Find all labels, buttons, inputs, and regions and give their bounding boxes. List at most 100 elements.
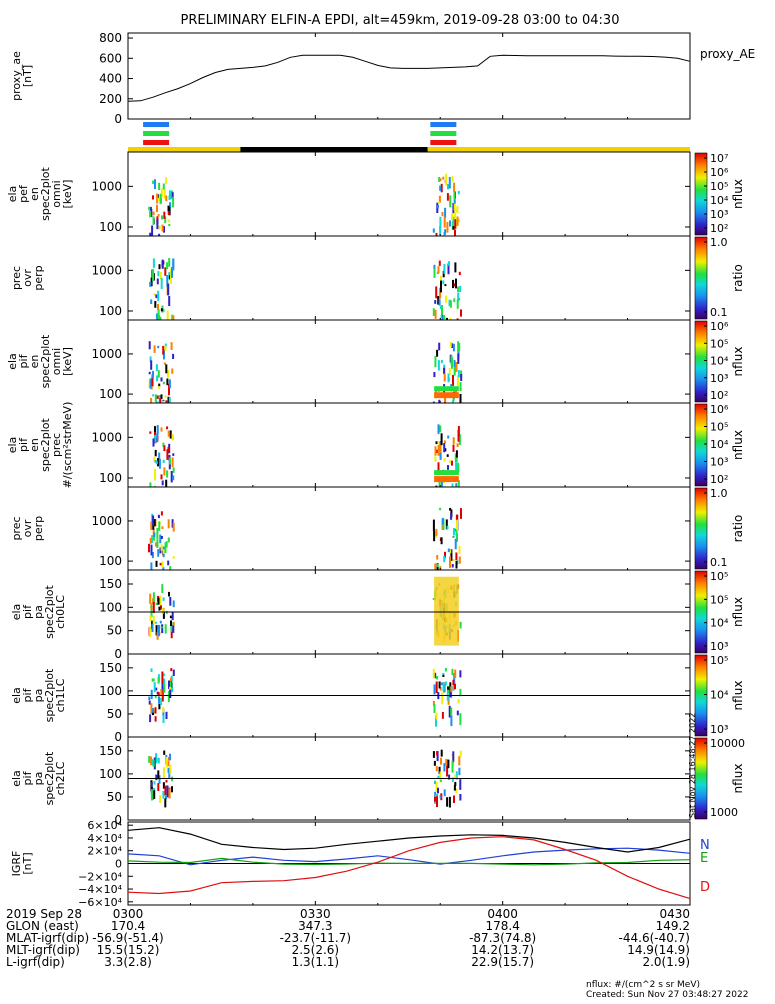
y-tick-label: 1000 (91, 263, 122, 277)
spectrogram-cell (446, 222, 448, 233)
spectrogram-cell (436, 555, 438, 560)
spectrogram-cell (449, 797, 451, 808)
spectrogram-cell (158, 598, 160, 605)
spectrogram-cell (445, 668, 447, 672)
spectrogram-cell (443, 556, 445, 562)
spectrogram-cell (438, 445, 440, 456)
spectrogram-band (434, 577, 459, 646)
spectrogram-cell (166, 712, 168, 719)
spectrogram-cell (167, 561, 169, 566)
y-tick-label: 6×10⁴ (87, 819, 122, 832)
spectrogram-cell (443, 264, 445, 274)
science-bar-green (143, 131, 169, 136)
science-bar-red (430, 140, 456, 145)
spectrogram-cell (158, 607, 160, 611)
spectrogram-cell (453, 183, 455, 193)
spectrogram-cell (434, 356, 436, 367)
spectrogram-cell (157, 770, 159, 779)
y-axis-label: #/(scm²strMeV) (61, 402, 74, 489)
spectrogram-cell (158, 704, 160, 709)
spectrogram-cell (448, 374, 450, 383)
spectrogram-cell (158, 453, 160, 459)
spectrogram-cell (162, 260, 164, 269)
spectrogram-cell (157, 549, 159, 557)
spectrogram-cell (173, 670, 175, 676)
y-tick-label: 100 (99, 767, 122, 781)
spectrogram-cell (165, 177, 167, 184)
spectrogram-cell (158, 515, 160, 518)
spectrogram-cell (163, 684, 165, 693)
spectrogram-cell (458, 756, 460, 765)
spectrogram-cell (451, 461, 453, 466)
spectrogram-cell (163, 445, 165, 451)
spectrogram-cell (168, 788, 170, 798)
spectrogram-cell (165, 542, 167, 553)
y-tick-label: 100 (99, 600, 122, 614)
spectrogram-cell (452, 375, 454, 386)
y-tick-label: 200 (99, 92, 122, 106)
spectrogram-cell (456, 520, 458, 532)
colorbar-tick-label: 10⁵ (710, 654, 728, 667)
spectrogram-cell (164, 799, 166, 808)
colorbar-tick-label: 10⁴ (710, 617, 729, 630)
spectrogram-cell (164, 267, 166, 276)
spectrogram-cell (152, 516, 154, 526)
spectrogram-cell (460, 622, 462, 627)
y-tick-label: 600 (99, 51, 122, 65)
colorbar-tick-label: 10⁵ (710, 337, 728, 350)
spectrogram-cell (444, 229, 446, 235)
colorbar-tick-label: 10⁶ (710, 320, 729, 333)
spectrogram-cell (155, 622, 157, 624)
spectrogram-cell (158, 214, 160, 217)
spectrogram-cell (161, 377, 163, 381)
spectrogram-cell (155, 294, 157, 298)
spectrogram-cell (449, 557, 451, 568)
spectrogram-cell (457, 217, 459, 226)
spectrogram-cell (169, 765, 171, 774)
spectrogram-cell (153, 532, 155, 537)
spectrogram-cell (150, 562, 152, 570)
y-axis-label: [keV] (61, 180, 74, 209)
spectrogram-cell (149, 714, 151, 722)
spectrogram-cell (165, 480, 167, 487)
spectrogram-cell (161, 544, 163, 550)
spectrogram-cell (439, 261, 441, 266)
spectrogram-cell (158, 198, 160, 201)
spectrogram-cell (168, 538, 170, 543)
spectrogram-cell (160, 194, 162, 204)
row-value: 3.3(2.8) (104, 955, 152, 969)
spectrogram-cell (162, 561, 164, 567)
spectrogram-cell (163, 767, 165, 778)
spectrogram-cell (157, 304, 159, 310)
spectrogram-cell (439, 217, 441, 228)
spectrogram-cell (160, 563, 162, 566)
spectrogram-cell (458, 699, 460, 704)
y-tick-label: 100 (99, 471, 122, 485)
spectrogram-cell (148, 756, 150, 763)
colorbar-tick-label: 10² (710, 222, 728, 235)
spectrogram-cell (450, 513, 452, 520)
spectrogram-cell (433, 265, 435, 269)
spectrogram-cell (435, 446, 437, 455)
colorbar-tick-label: 10³ (710, 372, 728, 385)
spectrogram-cell (172, 434, 174, 440)
y-tick-label: 50 (107, 790, 122, 804)
spectrogram-cell (155, 450, 157, 456)
spectrogram-cell (437, 776, 439, 778)
spectrogram-cell (161, 215, 163, 219)
spectrogram-cell (153, 760, 155, 767)
spectrogram-cell (453, 536, 455, 538)
spectrogram-cell (452, 761, 454, 773)
spectrogram-cell (160, 596, 162, 606)
colorbar-tick-label: 10² (710, 389, 728, 402)
spectrogram-cell (168, 431, 170, 437)
y-tick-label: −2×10⁴ (78, 870, 122, 883)
spectrogram-cell (455, 483, 457, 487)
spectrogram-cell (148, 544, 150, 553)
spectrogram-cell (163, 184, 165, 190)
spectrogram-cell (433, 372, 435, 377)
y-axis-label: perp (32, 516, 45, 541)
spectrogram-cell (161, 278, 163, 289)
spectrogram-cell (456, 530, 458, 536)
spectrogram-cell (456, 362, 458, 372)
